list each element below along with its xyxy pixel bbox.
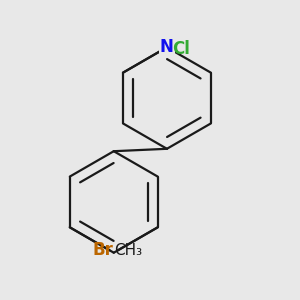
Text: CH₃: CH₃ bbox=[114, 243, 142, 258]
Text: Cl: Cl bbox=[172, 40, 190, 58]
Text: Br: Br bbox=[92, 241, 113, 259]
Text: N: N bbox=[160, 38, 174, 56]
